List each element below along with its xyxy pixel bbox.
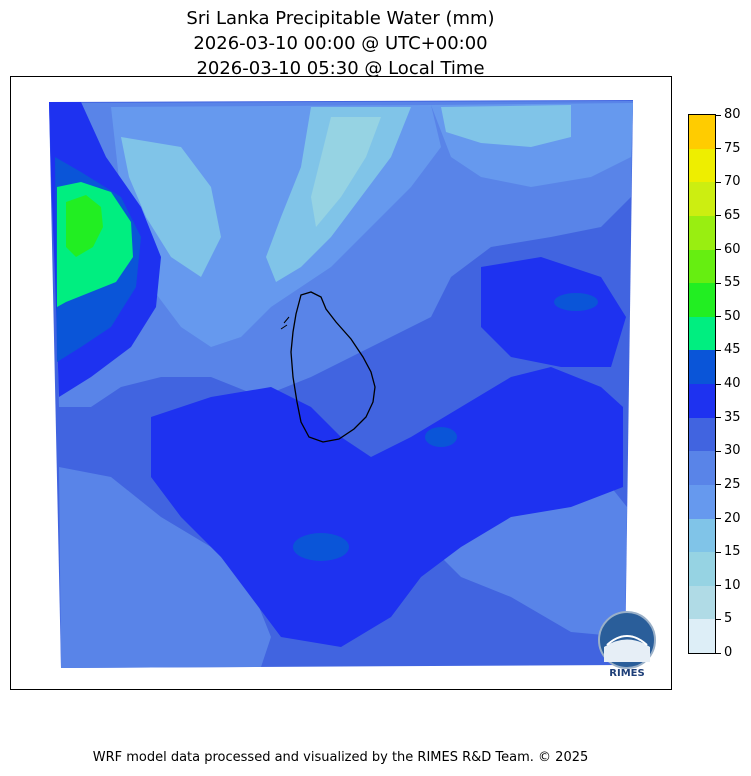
colorbar-tick [716, 518, 721, 519]
colorbar-tick-label: 55 [724, 275, 741, 291]
map-title: Sri Lanka Precipitable Water (mm) 2026-0… [0, 6, 681, 81]
colorbar-tick-label: 25 [724, 476, 741, 492]
colorbar-tick [716, 585, 721, 587]
field-band-40-45-south [293, 533, 349, 561]
colorbar-segment [689, 215, 715, 250]
field-band-35-40-northeast [481, 257, 626, 367]
colorbar-segment [689, 451, 715, 485]
footer-credit: WRF model data processed and visualized … [92, 750, 589, 765]
field-band-40-45-northeast [554, 293, 598, 311]
colorbar-segment [689, 518, 715, 553]
title-line-local: 2026-03-10 05:30 @ Local Time [196, 58, 485, 79]
colorbar-tick [716, 349, 721, 351]
colorbar-segment [689, 148, 715, 183]
colorbar-tick-label: 50 [724, 308, 741, 324]
colorbar-segment [689, 384, 715, 418]
colorbar-tick [716, 181, 721, 183]
colorbar-tick-label: 75 [724, 140, 741, 156]
map-frame: RIMES [10, 76, 672, 690]
sri-lanka-coastline [290, 291, 376, 443]
field-band-40-45-east [425, 427, 457, 447]
title-line-product: Sri Lanka Precipitable Water (mm) [186, 8, 495, 29]
colorbar-tick [716, 383, 721, 385]
field-band-35-40-central [151, 367, 623, 647]
colorbar-segment [689, 552, 715, 586]
colorbar-tick [716, 484, 721, 486]
colorbar-segment [689, 283, 715, 317]
colorbar-tick-label: 30 [724, 443, 741, 459]
colorbar-tick-label: 35 [724, 409, 741, 425]
colorbar [688, 114, 716, 654]
colorbar-tick [716, 114, 721, 116]
colorbar-tick [716, 316, 721, 318]
colorbar-segment [689, 115, 715, 149]
colorbar-tick [716, 417, 721, 419]
colorbar-segment [689, 316, 715, 351]
title-line-utc: 2026-03-10 00:00 @ UTC+00:00 [193, 33, 488, 54]
colorbar-tick-label: 40 [724, 376, 741, 391]
rimes-logo-label: RIMES [609, 668, 644, 679]
field-band-15-20-northeast [441, 105, 571, 147]
colorbar-tick-label: 80 [724, 107, 741, 122]
colorbar-tick-label: 65 [724, 207, 741, 223]
colorbar-tick [716, 282, 721, 284]
precipitable-water-map: RIMES [49, 100, 656, 679]
colorbar-segment [689, 585, 715, 620]
colorbar-tick [716, 215, 721, 217]
colorbar-tick-label: 0 [724, 645, 733, 660]
colorbar-segment [689, 182, 715, 216]
colorbar-tick [716, 148, 721, 150]
colorbar-tick [716, 450, 721, 452]
field-band-10-15 [311, 117, 381, 227]
colorbar-tick [716, 249, 721, 250]
colorbar-tick-label: 60 [724, 241, 741, 257]
colorbar-tick-label: 70 [724, 174, 741, 190]
colorbar-segment [689, 350, 715, 384]
colorbar-tick [716, 618, 721, 620]
colorbar-segment [689, 484, 715, 519]
colorbar-tick-label: 15 [724, 544, 741, 560]
sri-lanka-islets [280, 316, 290, 330]
colorbar-tick-label: 10 [724, 577, 741, 593]
colorbar-segment [689, 417, 715, 452]
rimes-logo: RIMES [598, 611, 656, 679]
field-band-25-30-southwest [59, 467, 271, 668]
field-band-50-55 [66, 195, 103, 257]
colorbar-segment [689, 249, 715, 284]
colorbar-tick [716, 551, 721, 553]
colorbar-segment [689, 619, 715, 653]
field-band-15-20-west [121, 137, 221, 277]
colorbar-tick-label: 20 [724, 510, 741, 526]
colorbar-tick-label: 45 [724, 342, 741, 358]
colorbar-tick-label: 5 [724, 611, 733, 627]
colorbar-tick [716, 652, 721, 654]
